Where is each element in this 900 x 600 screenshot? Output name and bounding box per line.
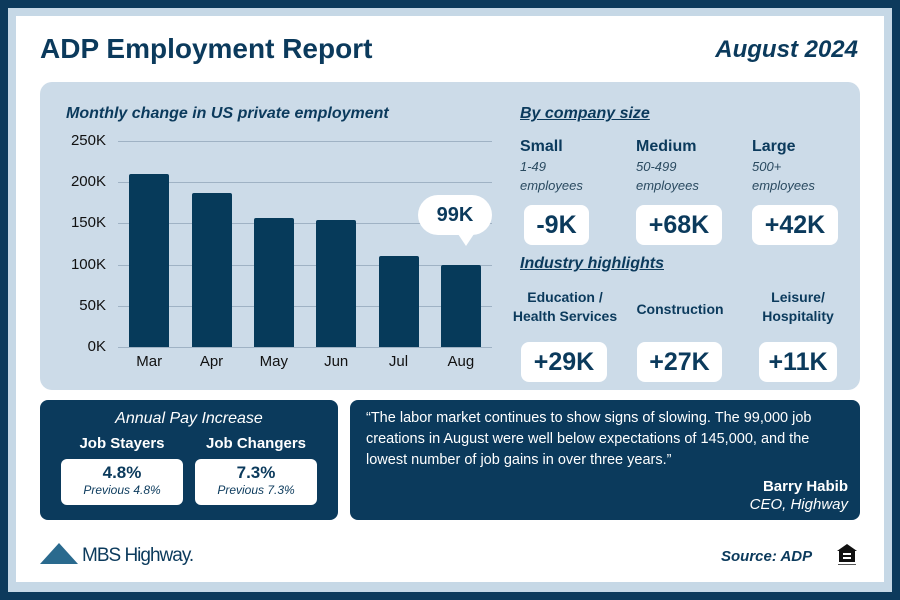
industry-label: Education / Health Services	[512, 289, 618, 324]
gridline	[118, 223, 492, 225]
company-size-title: By company size	[520, 105, 650, 122]
callout-bubble: 99K	[418, 195, 492, 235]
size-range: 1-49	[520, 159, 547, 174]
industry-value: +27K	[637, 342, 722, 382]
pay-previous: Previous 7.3%	[217, 483, 295, 497]
size-sub: employees	[520, 178, 583, 193]
quote-panel	[350, 400, 860, 520]
y-tick-label: 200K	[70, 173, 106, 191]
pay-title: Annual Pay Increase	[115, 410, 263, 427]
size-range: 50-499	[636, 159, 677, 174]
source-label: Source: ADP	[721, 548, 813, 565]
x-tick-label: Aug	[447, 353, 475, 370]
x-tick-label: Mar	[136, 353, 163, 370]
size-value: +42K	[752, 205, 838, 245]
industry-value: +29K	[521, 342, 607, 382]
industry-label: Construction	[636, 301, 724, 317]
x-tick-label: Jun	[324, 353, 349, 370]
gridline	[118, 305, 492, 307]
bar-jul	[378, 256, 419, 347]
industry-label: Leisure/ Hospitality	[762, 289, 834, 324]
pay-value: 4.8%	[102, 463, 142, 482]
callout-pointer	[458, 234, 474, 246]
y-tick-label: 100K	[70, 255, 106, 273]
chart-title: Monthly change in US private employment	[66, 105, 389, 122]
equal-housing-opportunity-icon	[836, 543, 858, 565]
size-label: Medium	[636, 138, 697, 155]
size-value: -9K	[524, 205, 589, 245]
size-value: +68K	[636, 205, 722, 245]
y-tick-label: 0K	[87, 338, 106, 355]
pay-label: Job Changers	[205, 435, 307, 452]
mbs-logo-text: MBS Highway.	[82, 545, 194, 566]
y-tick-label: 50K	[79, 296, 106, 314]
size-label: Large	[752, 138, 796, 155]
size-label: Small	[520, 138, 563, 155]
gridline	[118, 141, 492, 142]
size-sub: employees	[636, 178, 699, 193]
y-tick-label: 150K	[70, 214, 106, 232]
bar-apr	[191, 192, 232, 347]
x-tick-label: Apr	[199, 353, 224, 370]
pay-box: 4.8% Previous 4.8%	[61, 459, 183, 505]
pay-value: 7.3%	[236, 463, 276, 482]
size-sub: employees	[752, 178, 815, 193]
quote-author: Barry Habib	[762, 478, 848, 495]
bar-aug	[440, 265, 481, 347]
report-date: August 2024	[715, 36, 858, 63]
bar-mar	[129, 173, 170, 347]
pay-box: 7.3% Previous 7.3%	[195, 459, 317, 505]
bar-may	[253, 218, 294, 347]
bar-jun	[316, 220, 357, 347]
pay-previous: Previous 4.8%	[83, 483, 161, 497]
quote-text: “The labor market continues to show sign…	[366, 410, 812, 468]
x-tick-label: May	[259, 353, 288, 370]
gridline	[118, 347, 492, 348]
quote-role: CEO, Highway	[749, 496, 848, 513]
x-tick-label: Jul	[388, 353, 409, 370]
callout-value: 99K	[436, 204, 474, 226]
y-tick-label: 250K	[70, 132, 106, 149]
gridline	[118, 182, 492, 184]
pay-label: Job Stayers	[79, 435, 165, 452]
gridline	[118, 264, 492, 266]
industry-value: +11K	[759, 342, 837, 382]
page-title: ADP Employment Report	[40, 33, 373, 64]
industry-title: Industry highlights	[520, 255, 664, 272]
mbs-logo-icon	[40, 543, 78, 564]
size-range: 500+	[752, 159, 782, 174]
